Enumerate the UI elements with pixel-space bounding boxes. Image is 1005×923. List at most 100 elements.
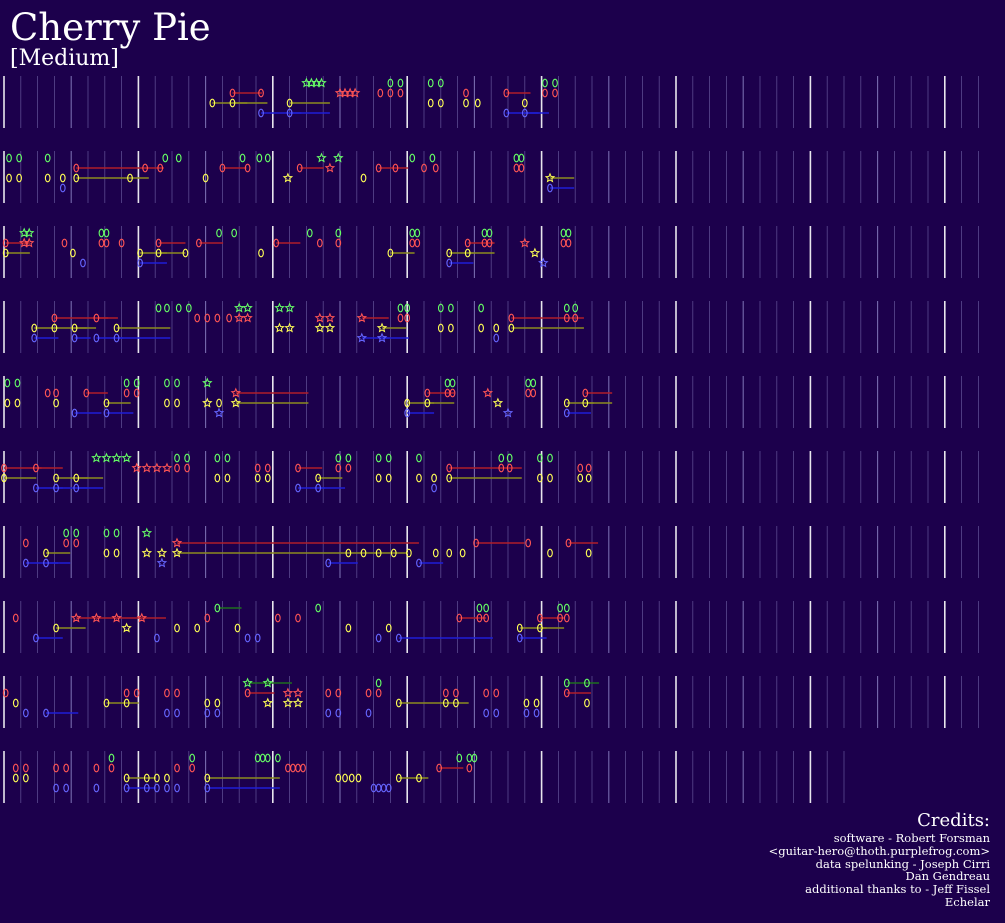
green-note bbox=[345, 453, 352, 463]
yellow-note bbox=[446, 248, 453, 258]
yellow-note bbox=[478, 323, 484, 333]
yellow-note bbox=[442, 698, 449, 708]
yellow-note bbox=[214, 698, 221, 708]
blue-note bbox=[164, 783, 170, 793]
green-note bbox=[175, 153, 182, 163]
star-icon bbox=[111, 452, 122, 463]
star-icon bbox=[161, 462, 173, 473]
blue-note bbox=[516, 633, 523, 643]
red-note bbox=[214, 313, 221, 323]
yellow-note bbox=[437, 323, 444, 333]
yellow-note bbox=[113, 548, 120, 558]
song-title: Cherry Pie bbox=[10, 6, 211, 49]
difficulty-label: [Medium] bbox=[10, 46, 119, 71]
yellow-note bbox=[70, 248, 76, 258]
yellow-note bbox=[432, 548, 439, 558]
star-icon bbox=[544, 172, 556, 183]
star-icon bbox=[262, 677, 274, 688]
yellow-note bbox=[43, 548, 49, 558]
red-note bbox=[22, 763, 29, 773]
blue-note bbox=[93, 333, 100, 343]
red-note bbox=[563, 313, 570, 323]
star-icon bbox=[538, 257, 549, 268]
yellow-note bbox=[459, 548, 466, 558]
blue-note bbox=[503, 108, 510, 118]
red-note bbox=[449, 388, 456, 398]
yellow-note bbox=[137, 248, 143, 258]
yellow-note bbox=[437, 98, 444, 108]
blue-note bbox=[325, 558, 332, 568]
star-icon bbox=[121, 622, 132, 633]
green-note bbox=[335, 228, 342, 238]
yellow-note bbox=[194, 623, 201, 633]
yellow-note bbox=[53, 473, 59, 483]
red-note bbox=[397, 313, 404, 323]
credit-line: software - Robert Forsman bbox=[833, 831, 990, 845]
star-icon bbox=[502, 407, 514, 418]
green-note bbox=[456, 753, 463, 763]
red-note bbox=[563, 613, 570, 623]
yellow-note bbox=[164, 773, 170, 783]
green-note bbox=[471, 753, 478, 763]
blue-note bbox=[493, 708, 500, 718]
green-note bbox=[214, 603, 221, 613]
red-note bbox=[498, 463, 505, 473]
red-note bbox=[503, 88, 510, 98]
red-note bbox=[557, 613, 563, 623]
blue-note bbox=[71, 333, 78, 343]
credit-line: data spelunking - Joseph Cirri bbox=[815, 856, 990, 871]
red-note bbox=[295, 763, 301, 773]
red-note bbox=[409, 238, 416, 248]
red-note bbox=[264, 463, 271, 473]
yellow-note bbox=[254, 473, 261, 483]
red-note bbox=[123, 688, 130, 698]
yellow-note bbox=[143, 773, 150, 783]
yellow-note bbox=[53, 398, 59, 408]
green-note bbox=[530, 378, 537, 388]
credit-line: Dan Gendreau bbox=[905, 869, 990, 884]
star-icon bbox=[202, 377, 213, 388]
blue-note bbox=[335, 708, 342, 718]
green-note bbox=[542, 78, 548, 88]
yellow-note bbox=[427, 98, 434, 108]
yellow-note bbox=[446, 548, 453, 558]
blue-note bbox=[43, 708, 49, 718]
chart-row bbox=[3, 751, 845, 803]
blue-note bbox=[123, 783, 130, 793]
star-icon bbox=[242, 302, 253, 313]
red-note bbox=[486, 238, 493, 248]
yellow-note bbox=[315, 473, 322, 483]
yellow-note bbox=[202, 173, 209, 183]
yellow-note bbox=[446, 473, 453, 483]
red-note bbox=[274, 613, 281, 623]
red-note bbox=[345, 463, 352, 473]
blue-note bbox=[483, 708, 490, 718]
green-note bbox=[448, 303, 454, 313]
chart-row bbox=[2, 676, 979, 728]
green-note bbox=[563, 678, 570, 688]
red-note bbox=[184, 463, 190, 473]
red-note bbox=[392, 163, 399, 173]
chart-row bbox=[3, 376, 979, 428]
yellow-note bbox=[209, 98, 216, 108]
blue-note bbox=[563, 408, 570, 418]
blue-note bbox=[174, 783, 180, 793]
yellow-note bbox=[12, 698, 19, 708]
red-note bbox=[219, 163, 226, 173]
chart-row bbox=[3, 301, 979, 353]
yellow-note bbox=[390, 548, 397, 558]
yellow-note bbox=[385, 623, 392, 633]
star-icon bbox=[233, 302, 245, 313]
green-note bbox=[4, 378, 11, 388]
green-note bbox=[572, 303, 579, 313]
red-note bbox=[63, 538, 70, 548]
green-note bbox=[563, 603, 570, 613]
yellow-note bbox=[224, 473, 231, 483]
green-note bbox=[513, 153, 520, 163]
star-icon bbox=[314, 322, 326, 333]
red-note bbox=[98, 238, 105, 248]
star-icon bbox=[284, 322, 295, 333]
green-note bbox=[397, 303, 404, 313]
star-icon bbox=[202, 397, 213, 408]
green-note bbox=[387, 78, 394, 88]
